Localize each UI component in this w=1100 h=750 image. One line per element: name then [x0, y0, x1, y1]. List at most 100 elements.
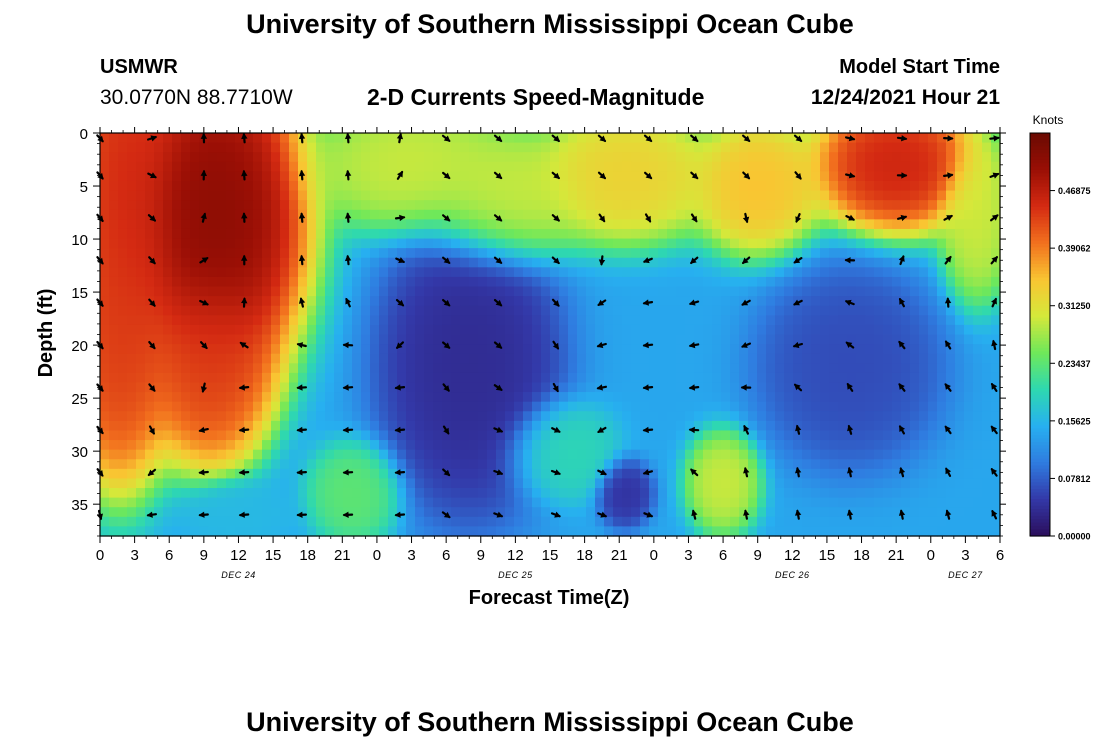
heatmap-cell	[541, 248, 551, 259]
heatmap-cell	[613, 296, 623, 307]
heatmap-cell	[442, 507, 452, 518]
heatmap-cell	[955, 420, 965, 432]
current-arrow	[688, 426, 700, 434]
heatmap-cell	[208, 152, 218, 163]
heatmap-cell	[586, 411, 596, 422]
heatmap-cell	[937, 401, 947, 412]
heatmap-cell	[766, 219, 776, 230]
heatmap-cell	[640, 180, 650, 192]
heatmap-cell	[820, 286, 830, 297]
heatmap-cell	[289, 440, 299, 451]
current-speed-heatmap-chart: 0 3 6 9 12 15 18 21 0 3 6 9 12 15 18 21 0 3 6 9 12 15 18 21 0 3 6D…	[35, 113, 1091, 609]
heatmap-cell	[667, 401, 677, 412]
heatmap-cell	[568, 344, 578, 355]
x-tick-label: 15	[265, 547, 282, 564]
colorbar-segment	[1030, 237, 1050, 242]
heatmap-cell	[469, 440, 479, 451]
heatmap-cell	[892, 488, 902, 499]
heatmap-cell	[352, 353, 362, 364]
heatmap-cell	[127, 363, 137, 374]
heatmap-cell	[307, 228, 317, 240]
heatmap-cell	[721, 315, 731, 326]
heatmap-cell	[883, 305, 893, 316]
heatmap-cell	[145, 459, 155, 470]
heatmap-cell	[289, 497, 299, 508]
heatmap-cell	[937, 526, 947, 537]
heatmap-cell	[127, 401, 137, 412]
heatmap-cell	[910, 238, 920, 249]
heatmap-cell	[946, 488, 956, 499]
heatmap-cell	[532, 296, 542, 307]
heatmap-cell	[271, 392, 281, 403]
heatmap-cell	[784, 248, 794, 259]
heatmap-cell	[838, 516, 848, 528]
heatmap-cell	[136, 238, 146, 249]
heatmap-cell	[181, 430, 191, 441]
heatmap-cell	[307, 353, 317, 364]
heatmap-cell	[847, 219, 857, 230]
heatmap-cell	[595, 152, 605, 163]
heatmap-cell	[829, 190, 839, 201]
heatmap-cell	[397, 344, 407, 355]
heatmap-cell	[469, 468, 479, 480]
heatmap-cell	[181, 344, 191, 355]
heatmap-cell	[262, 209, 272, 220]
current-arrow	[241, 169, 248, 181]
heatmap-cell	[109, 257, 119, 268]
heatmap-cell	[604, 411, 614, 422]
heatmap-cell	[226, 497, 236, 508]
heatmap-cell	[820, 257, 830, 268]
heatmap-cell	[316, 507, 326, 518]
heatmap-cell	[721, 248, 731, 259]
heatmap-cell	[253, 152, 263, 163]
heatmap-cell	[487, 430, 497, 441]
heatmap-cell	[550, 161, 560, 172]
heatmap-cell	[694, 305, 704, 316]
heatmap-cell	[937, 276, 947, 288]
heatmap-cell	[370, 142, 380, 153]
heatmap-cell	[541, 449, 551, 460]
heatmap-cell	[460, 142, 470, 153]
heatmap-cell	[460, 401, 470, 412]
heatmap-cell	[361, 401, 371, 412]
heatmap-cell	[280, 296, 290, 307]
heatmap-cell	[667, 497, 677, 508]
heatmap-cell	[577, 478, 587, 489]
heatmap-cell	[541, 411, 551, 422]
heatmap-cell	[370, 440, 380, 451]
heatmap-cell	[793, 478, 803, 489]
heatmap-cell	[289, 353, 299, 364]
heatmap-cell	[595, 468, 605, 480]
heatmap-cell	[361, 497, 371, 508]
heatmap-cell	[361, 190, 371, 201]
heatmap-cell	[586, 334, 596, 345]
heatmap-cell	[964, 526, 974, 537]
current-arrow	[342, 511, 354, 518]
heatmap-cell	[334, 315, 344, 326]
heatmap-cell	[964, 296, 974, 307]
heatmap-cell	[838, 296, 848, 307]
x-tick-label: 15	[542, 547, 559, 564]
heatmap-cell	[343, 401, 353, 412]
heatmap-cell	[262, 459, 272, 470]
heatmap-cell	[955, 449, 965, 460]
heatmap-cell	[271, 228, 281, 240]
heatmap-cell	[298, 161, 308, 172]
heatmap-cell	[982, 411, 992, 422]
heatmap-cell	[136, 228, 146, 240]
heatmap-cell	[208, 276, 218, 288]
heatmap-cell	[721, 353, 731, 364]
heatmap-cell	[109, 507, 119, 518]
heatmap-cell	[748, 267, 758, 278]
heatmap-cell	[874, 296, 884, 307]
heatmap-cell	[469, 392, 479, 403]
heatmap-cell	[973, 161, 983, 172]
current-arrow	[148, 341, 156, 350]
heatmap-cell	[829, 238, 839, 249]
heatmap-cell	[667, 152, 677, 163]
heatmap-cell	[937, 133, 947, 144]
current-arrow	[442, 468, 451, 477]
heatmap-cell	[370, 219, 380, 230]
heatmap-cell	[676, 152, 686, 163]
heatmap-cell	[424, 372, 434, 384]
